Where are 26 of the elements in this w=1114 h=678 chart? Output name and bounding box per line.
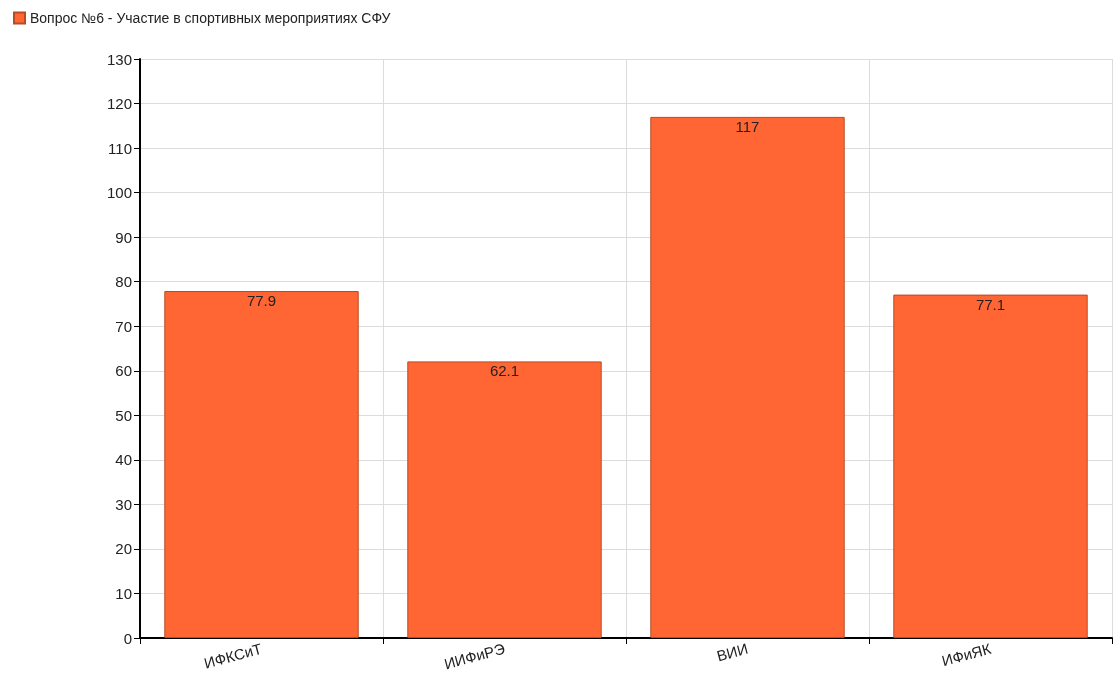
bar xyxy=(407,361,602,638)
x-tick-label: ИИФиРЭ xyxy=(442,639,507,673)
y-tick-label: 130 xyxy=(106,50,132,68)
y-tick-label: 120 xyxy=(106,95,132,113)
x-tick-label: ИФиЯК xyxy=(939,639,993,670)
y-tick-label: 30 xyxy=(115,495,132,513)
bar xyxy=(650,116,845,638)
data-label: 117 xyxy=(735,117,760,135)
y-tick-label: 0 xyxy=(123,629,132,647)
data-label: 77.9 xyxy=(246,292,277,310)
y-tick-label: 40 xyxy=(115,451,132,469)
data-label: 62.1 xyxy=(489,362,520,380)
y-tick-label: 100 xyxy=(106,184,132,202)
y-tick-label: 90 xyxy=(115,228,132,246)
legend-label: Вопрос №6 - Участие в спортивных мероприятиях СФУ xyxy=(30,10,391,26)
bar xyxy=(893,294,1088,638)
y-tick-label: 80 xyxy=(115,273,132,291)
y-tick-label: 60 xyxy=(115,362,132,380)
y-tick-label: 50 xyxy=(115,406,132,424)
y-tick-label: 20 xyxy=(115,540,132,558)
x-tick-label: ВИИ xyxy=(714,639,750,665)
data-label: 77.1 xyxy=(975,295,1006,313)
y-tick-label: 110 xyxy=(108,139,132,157)
y-tick-label: 70 xyxy=(115,317,132,335)
y-tick-label: 10 xyxy=(115,584,132,602)
bar xyxy=(164,291,359,638)
